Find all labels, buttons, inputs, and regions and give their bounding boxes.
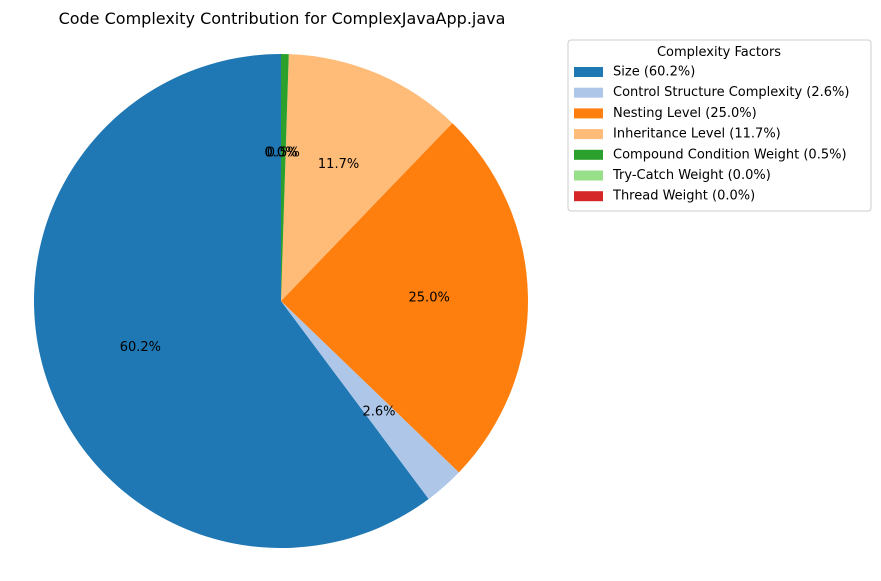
legend-items: Size (60.2%) Control Structure Complexity… (574, 65, 849, 204)
legend-swatch-inheritance-level (574, 129, 603, 140)
legend-frame (567, 39, 872, 212)
legend-label-thread-weight: Thread Weight (0.0%) (612, 189, 755, 204)
legend-swatch-size (574, 67, 603, 77)
legend-label-size: Size (60.2%) (613, 65, 695, 80)
pie-percent-label-try-catch-weight: 0.0% (264, 145, 297, 160)
pie-percent-label-control-structure-complexity: 2.6% (362, 405, 395, 420)
legend-label-compound-condition-weight: Compound Condition Weight (0.5%) (613, 147, 847, 162)
pie-slice-compound-condition-weight (281, 54, 289, 301)
pie-slice-nesting-level (281, 123, 528, 473)
legend-label-control-structure-complexity: Control Structure Complexity (2.6%) (613, 85, 849, 100)
pie-percent-label-thread-weight: 0.0% (264, 145, 297, 160)
pie-slice-control-structure-complexity (281, 301, 459, 499)
legend-swatch-nesting-level (574, 108, 603, 119)
legend-swatch-control-structure-complexity (574, 87, 603, 98)
legend-label-try-catch-weight: Try-Catch Weight (0.0%) (612, 168, 771, 183)
pie-percent-labels: 60.2%2.6%25.0%11.7%0.5%0.0%0.0% (120, 145, 450, 419)
legend-label-inheritance-level: Inheritance Level (11.7%) (613, 127, 781, 142)
pie-slice-inheritance-level (281, 54, 453, 301)
legend-label-nesting-level: Nesting Level (25.0%) (613, 106, 757, 121)
legend-swatch-compound-condition-weight (574, 149, 603, 160)
pie-percent-label-inheritance-level: 11.7% (318, 157, 359, 172)
legend: Complexity Factors Size (60.2%) Control S… (567, 39, 872, 212)
legend-swatch-thread-weight (574, 191, 603, 202)
chart-title: Code Complexity Contribution for Complex… (59, 9, 506, 28)
legend-swatch-try-catch-weight (574, 170, 603, 181)
legend-title: Complexity Factors (657, 45, 781, 60)
pie-percent-label-compound-condition-weight: 0.5% (267, 145, 300, 160)
pie-slices (34, 54, 528, 548)
pie-slice-size (34, 54, 429, 548)
pie-percent-label-nesting-level: 25.0% (409, 291, 450, 306)
pie-percent-label-size: 60.2% (120, 340, 161, 355)
